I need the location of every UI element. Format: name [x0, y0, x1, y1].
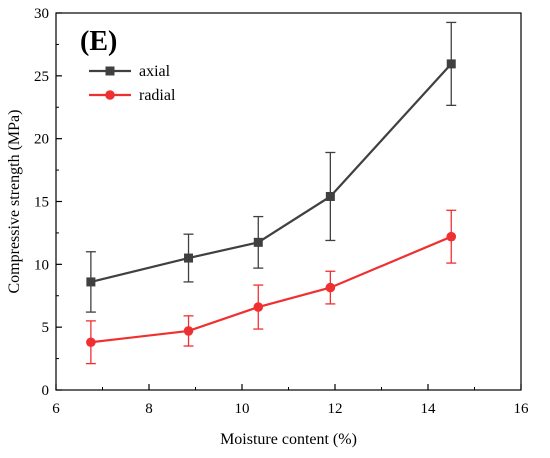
ticks-layer: 6 8 10 12 14 16 0 5 10 15 20 25 30	[34, 6, 529, 417]
y-tick-label: 20	[34, 132, 49, 148]
data-point	[253, 237, 263, 247]
series-radial	[85, 209, 457, 365]
data-point	[325, 191, 335, 201]
panel-label: (E)	[80, 26, 117, 57]
legend-label: axial	[139, 63, 171, 80]
y-tick-label: 0	[42, 383, 50, 399]
data-point	[86, 277, 96, 287]
legend: axial radial	[89, 63, 176, 104]
x-tick-label: 16	[514, 401, 530, 417]
data-point	[184, 253, 194, 263]
y-axis-title: Compressive strength (MPa)	[6, 110, 23, 294]
legend-swatch-marker	[105, 66, 115, 76]
data-point	[86, 337, 96, 348]
data-point	[325, 282, 336, 293]
y-tick-label: 30	[34, 6, 49, 22]
y-tick-label: 5	[42, 320, 50, 336]
x-tick-label: 10	[235, 401, 250, 417]
y-tick-label: 15	[34, 195, 49, 211]
legend-swatch-marker	[105, 90, 115, 100]
series-line	[90, 235, 452, 344]
y-tick-label: 25	[34, 69, 49, 85]
y-tick-label: 10	[34, 257, 49, 273]
data-point	[183, 326, 194, 336]
legend-item-axial: axial	[89, 63, 171, 80]
legend-item-radial: radial	[89, 87, 176, 104]
x-axis-title: Moisture content (%)	[220, 431, 357, 448]
series-layer	[85, 21, 457, 365]
data-point	[253, 302, 264, 312]
series-axial	[85, 21, 457, 313]
data-point	[446, 59, 456, 69]
x-tick-label: 8	[145, 401, 153, 417]
data-point	[446, 231, 457, 242]
legend-label: radial	[139, 87, 176, 104]
x-tick-label: 6	[52, 401, 60, 417]
x-tick-label: 12	[328, 401, 343, 417]
x-tick-label: 14	[421, 401, 437, 417]
